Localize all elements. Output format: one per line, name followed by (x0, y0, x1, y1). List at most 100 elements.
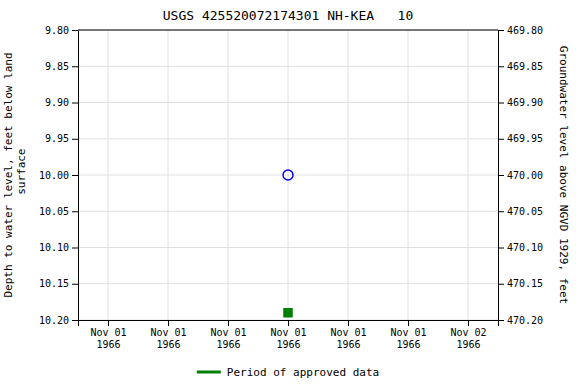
text-line: 1966 (276, 339, 300, 350)
tick: 470.05 (498, 206, 543, 217)
legend-item: Period of approved data (197, 366, 379, 379)
grid-line (348, 30, 349, 320)
tick: Nov 011966 (390, 320, 426, 350)
tick-label: 469.95 (507, 133, 543, 144)
tick-label: Nov 021966 (450, 327, 486, 350)
tick: Nov 021966 (450, 320, 486, 350)
axis-line (72, 31, 79, 321)
tick: Nov 011966 (270, 320, 306, 350)
tick-mark (348, 320, 349, 326)
text-line: Nov 01 (150, 327, 186, 338)
tick: 470.00 (498, 170, 543, 181)
tick-mark (72, 248, 78, 249)
grid-line (288, 30, 289, 320)
tick: 10.00 (39, 170, 78, 181)
tick: 470.20 (498, 315, 543, 326)
tick-mark (72, 30, 78, 31)
tick: Nov 011966 (210, 320, 246, 350)
tick-label: 470.10 (507, 242, 543, 253)
tick-mark (72, 139, 78, 140)
x-axis: Nov 011966Nov 011966Nov 011966Nov 011966… (79, 320, 499, 350)
tick-mark (72, 103, 78, 104)
axis-line (499, 31, 505, 321)
tick: 469.80 (498, 25, 543, 36)
grid (78, 30, 498, 320)
text-line: 1966 (216, 339, 240, 350)
text-line: Nov 01 (90, 327, 126, 338)
grid-line (228, 30, 229, 320)
grid-line (408, 30, 409, 320)
text-line: Nov 01 (270, 327, 306, 338)
tick: 10.15 (39, 278, 78, 289)
tick: 9.95 (45, 133, 78, 144)
tick-label: 469.80 (507, 25, 543, 36)
point (284, 309, 292, 317)
tick-label: 469.85 (507, 61, 543, 72)
tick-label: 10.00 (39, 170, 69, 181)
tick-mark (72, 284, 78, 285)
y2-axis-title: Groundwater level above NGVD 1929, feet (557, 46, 570, 304)
grid-line (468, 30, 469, 320)
tick: 10.10 (39, 242, 78, 253)
grid-line (168, 30, 169, 320)
tick-mark (72, 320, 78, 321)
tick-label: 9.80 (45, 25, 69, 36)
tick-label: 10.05 (39, 206, 69, 217)
grid-line (78, 30, 498, 31)
legend-swatch (197, 371, 221, 374)
point (283, 170, 293, 180)
tick-mark (72, 66, 78, 67)
tick-mark (72, 211, 78, 212)
tick-label: 10.15 (39, 278, 69, 289)
axis-line (79, 321, 499, 327)
text-line: Nov 02 (450, 327, 486, 338)
text-line: surface (15, 149, 28, 202)
tick-label: Nov 011966 (150, 327, 186, 350)
tick-mark (168, 320, 169, 326)
text-line: Depth to water level, feet below land (2, 52, 15, 297)
chart: Nov 011966Nov 011966Nov 011966Nov 011966… (0, 0, 576, 384)
plot: Nov 011966Nov 011966Nov 011966Nov 011966… (2, 25, 570, 350)
text-line: 1966 (96, 339, 120, 350)
text-line: 1966 (336, 339, 360, 350)
tick-mark (228, 320, 229, 326)
tick: 469.90 (498, 97, 543, 108)
text-line: Nov 01 (330, 327, 366, 338)
tick-label: 9.95 (45, 133, 69, 144)
y-axis: 9.80 9.85 9.90 9.95 10.00 10.05 10.10 10.15 10.2… (39, 25, 79, 326)
y-axis-title: Depth to water level, feet below land su… (2, 52, 28, 297)
tick-mark (498, 320, 504, 321)
tick: Nov 011966 (150, 320, 186, 350)
legend-label: Period of approved data (227, 366, 379, 379)
tick-mark (498, 248, 504, 249)
tick: Nov 011966 (90, 320, 126, 350)
tick-mark (408, 320, 409, 326)
grid-line (108, 30, 109, 320)
tick-mark (498, 139, 504, 140)
tick: Nov 011966 (330, 320, 366, 350)
text-line: 1966 (156, 339, 180, 350)
tick-mark (498, 175, 504, 176)
tick-mark (288, 320, 289, 326)
tick-label: 10.20 (39, 315, 69, 326)
tick-mark (498, 66, 504, 67)
tick-label: Nov 011966 (390, 327, 426, 350)
tick-label: Nov 011966 (210, 327, 246, 350)
title: USGS 425520072174301 NH-KEA 10 (163, 8, 413, 23)
tick: 10.05 (39, 206, 78, 217)
tick-label: 9.90 (45, 97, 69, 108)
tick: 469.95 (498, 133, 543, 144)
text-line: Nov 01 (210, 327, 246, 338)
tick: 9.85 (45, 61, 78, 72)
tick-mark (498, 30, 504, 31)
tick-label: 10.10 (39, 242, 69, 253)
tick-label: 470.00 (507, 170, 543, 181)
tick-mark (108, 320, 109, 326)
tick-mark (72, 175, 78, 176)
tick: 9.80 (45, 25, 78, 36)
tick-mark (498, 284, 504, 285)
tick-label: Nov 011966 (90, 327, 126, 350)
text-line: 1966 (396, 339, 420, 350)
tick-label: 9.85 (45, 61, 69, 72)
tick: 469.85 (498, 61, 543, 72)
